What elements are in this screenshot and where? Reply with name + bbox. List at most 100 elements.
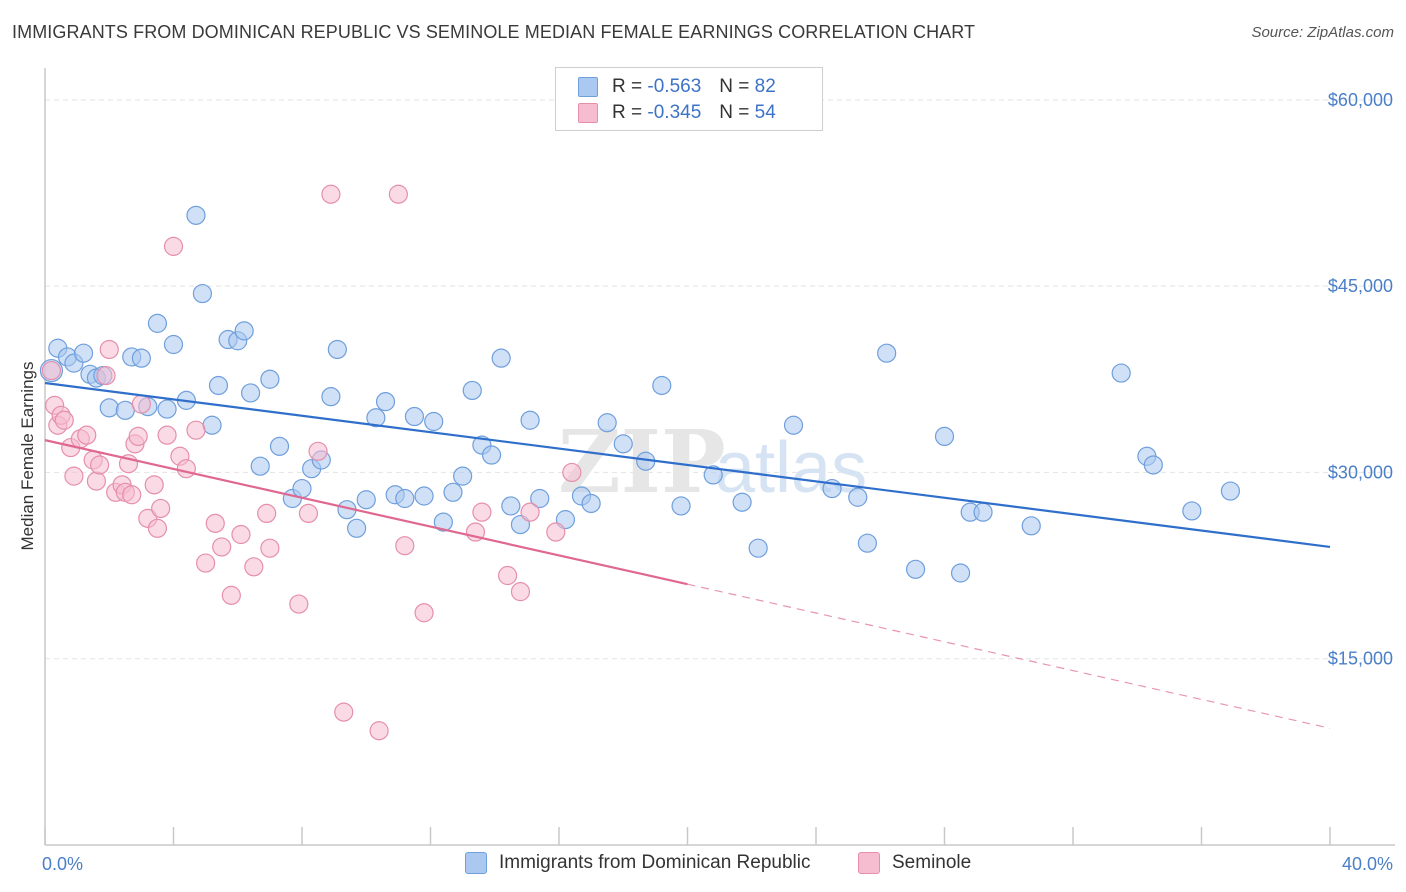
point-dominican-republic	[366, 408, 386, 428]
trend-line-solid	[44, 439, 688, 586]
point-seminole	[308, 441, 328, 461]
point-dominican-republic	[1143, 455, 1163, 475]
point-dominican-republic	[934, 426, 955, 447]
point-dominican-republic	[732, 492, 752, 512]
point-dominican-republic	[703, 465, 723, 485]
point-dominican-republic	[157, 399, 177, 419]
point-seminole	[205, 513, 225, 533]
chart-title: IMMIGRANTS FROM DOMINICAN REPUBLIC VS SE…	[12, 22, 976, 42]
point-seminole	[546, 522, 566, 542]
point-dominican-republic	[1182, 501, 1202, 521]
trend-line-dashed	[687, 583, 1331, 729]
point-dominican-republic	[163, 334, 184, 355]
point-seminole	[99, 339, 119, 360]
point-dominican-republic	[501, 496, 521, 516]
point-dominican-republic	[241, 383, 261, 403]
point-seminole	[144, 475, 164, 495]
point-seminole	[388, 184, 408, 204]
point-seminole	[176, 459, 196, 479]
point-dominican-republic	[671, 496, 691, 516]
point-seminole	[77, 425, 97, 445]
point-seminole	[196, 553, 216, 573]
point-dominican-republic	[877, 343, 897, 363]
point-dominican-republic	[973, 502, 993, 522]
point-seminole	[369, 721, 389, 741]
point-dominican-republic	[1021, 516, 1041, 536]
point-seminole	[562, 462, 582, 483]
point-seminole	[131, 394, 151, 414]
point-seminole	[96, 365, 116, 386]
point-seminole	[128, 426, 148, 447]
point-seminole	[414, 603, 434, 623]
legend-r-label: R =	[612, 76, 643, 97]
point-seminole	[321, 184, 341, 204]
point-seminole	[231, 524, 251, 545]
point-dominican-republic	[99, 398, 119, 418]
point-dominican-republic	[202, 415, 222, 435]
legend-n-value: 82	[754, 76, 776, 97]
point-dominican-republic	[443, 482, 463, 502]
point-dominican-republic	[234, 321, 254, 341]
point-dominican-republic	[375, 392, 396, 412]
point-seminole	[257, 503, 277, 524]
point-dominican-republic	[748, 538, 768, 558]
x-tick-labels: 0.0% 40.0%	[42, 854, 1393, 874]
point-seminole	[244, 557, 264, 577]
point-dominican-republic	[292, 478, 312, 499]
point-seminole	[86, 471, 107, 491]
point-seminole	[163, 236, 184, 256]
legend-r-label: R =	[612, 102, 643, 123]
point-seminole	[298, 503, 319, 524]
data-points	[39, 184, 1241, 741]
point-seminole	[510, 582, 531, 602]
point-seminole	[289, 594, 309, 614]
legend-series-name: Seminole	[892, 852, 972, 873]
point-seminole	[186, 420, 206, 440]
point-dominican-republic	[530, 488, 550, 509]
legend-item-seminole: Seminole	[858, 852, 971, 874]
x-tick-label: 0.0%	[42, 854, 83, 874]
point-seminole	[221, 585, 241, 605]
point-dominican-republic	[250, 456, 270, 476]
point-dominican-republic	[424, 411, 444, 432]
point-dominican-republic	[613, 434, 633, 454]
point-dominican-republic	[520, 410, 540, 430]
point-dominican-republic	[356, 490, 376, 510]
point-seminole	[395, 536, 415, 556]
point-seminole	[157, 425, 177, 445]
point-dominican-republic	[1220, 481, 1241, 501]
point-dominican-republic	[260, 369, 280, 389]
series-legend: Immigrants from Dominican Republic Semin…	[0, 852, 1406, 876]
point-seminole	[41, 360, 62, 381]
point-seminole	[520, 502, 540, 522]
trend-line-solid	[44, 381, 1331, 549]
x-tick-label: 40.0%	[1342, 854, 1393, 874]
point-dominican-republic	[453, 466, 473, 486]
point-seminole	[472, 502, 492, 522]
gridlines	[45, 99, 1395, 660]
point-seminole	[212, 537, 232, 557]
point-dominican-republic	[581, 493, 601, 514]
legend-swatch-blue	[578, 77, 598, 97]
point-seminole	[147, 518, 168, 538]
legend-series-name: Immigrants from Dominican Republic	[499, 852, 811, 873]
point-seminole	[64, 466, 84, 486]
legend-row-pink: R = -0.345 N = 54	[578, 100, 776, 126]
legend-r-value: -0.563	[647, 76, 702, 97]
legend-row-blue: R = -0.563 N = 82	[578, 74, 776, 100]
axes	[44, 68, 1395, 846]
point-dominican-republic	[433, 512, 453, 532]
legend-n-value: 54	[754, 102, 776, 123]
point-dominican-republic	[269, 436, 290, 456]
point-seminole	[122, 485, 142, 505]
point-dominican-republic	[950, 563, 971, 583]
point-dominican-republic	[414, 486, 434, 506]
legend-n-label: N =	[719, 76, 750, 97]
point-dominican-republic	[321, 387, 341, 407]
legend-swatch-pink	[578, 103, 598, 123]
y-tick-label: $30,000	[1328, 462, 1393, 482]
point-dominican-republic	[481, 445, 502, 465]
point-dominican-republic	[73, 343, 94, 363]
legend-n-label: N =	[719, 102, 750, 123]
